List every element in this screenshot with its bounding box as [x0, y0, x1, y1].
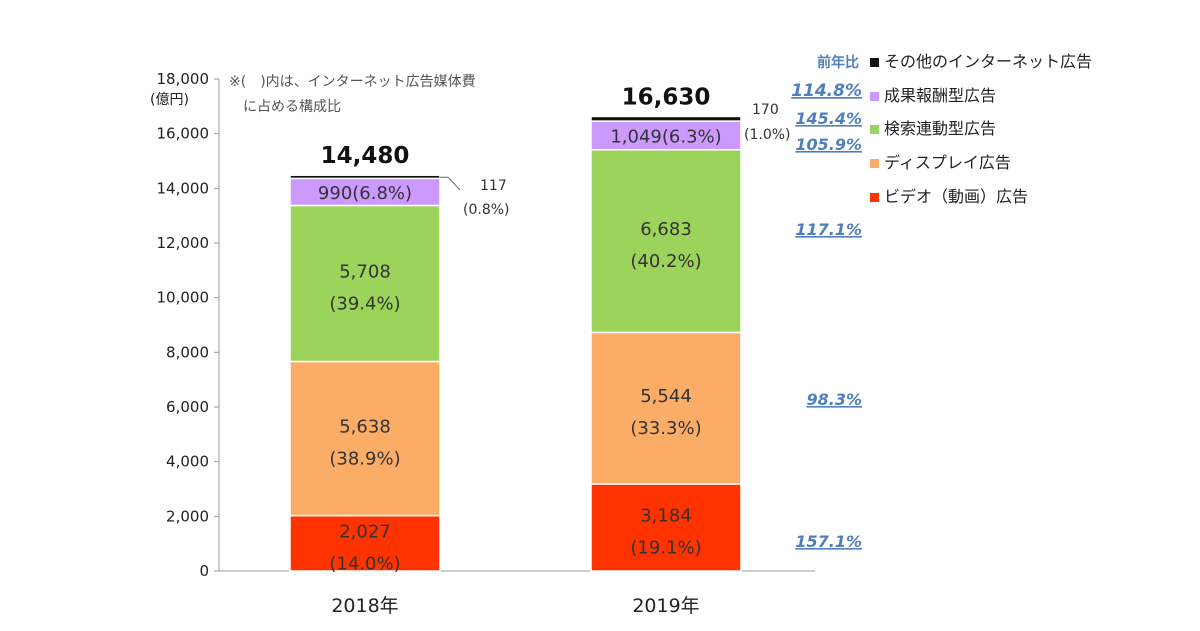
- other-value-label: 170: [752, 102, 779, 118]
- bar-segment: [289, 204, 441, 363]
- bar-value-label: 5,638: [339, 417, 391, 438]
- bar-share-label: (33.3%): [630, 418, 701, 439]
- bar-value-label: 5,544: [640, 386, 692, 407]
- legend-label: その他のインターネット広告: [884, 52, 1092, 71]
- yoy-label: 114.8%: [791, 81, 862, 101]
- x-category-label: 2018年: [331, 595, 398, 617]
- yoy-label: 117.1%: [795, 220, 862, 239]
- y-tick-label: 2,000: [166, 507, 209, 525]
- bar-segment: [289, 514, 441, 572]
- bar-total-label: 16,630: [622, 84, 711, 110]
- bar-value-label: 1,049(6.3%): [610, 126, 721, 147]
- bar-segment: [590, 115, 742, 122]
- bar-total-label: 14,480: [321, 143, 410, 169]
- y-tick-label: 12,000: [157, 234, 210, 252]
- bar-share-label: (19.1%): [630, 537, 701, 558]
- other-share-label: (0.8%): [463, 202, 510, 218]
- bar-segment: [289, 174, 441, 180]
- y-tick-label: 14,000: [157, 179, 210, 197]
- y-tick-label: 16,000: [157, 125, 210, 143]
- y-tick-label: 10,000: [157, 289, 210, 307]
- legend-swatch: [870, 58, 879, 67]
- bar-value-label: 990(6.8%): [318, 183, 412, 204]
- bar-segment: [590, 149, 742, 334]
- legend-label: 検索連動型広告: [884, 119, 996, 138]
- yoy-label: 98.3%: [806, 390, 862, 409]
- yoy-label: 145.4%: [795, 109, 862, 128]
- x-category-label: 2019年: [632, 595, 699, 617]
- bar-value-label: 5,708: [339, 261, 391, 282]
- bar-share-label: (14.0%): [329, 553, 400, 574]
- y-tick-label: 8,000: [166, 343, 209, 361]
- bar-share-label: (39.4%): [329, 293, 400, 314]
- legend-label: ディスプレイ広告: [884, 153, 1011, 172]
- legend-label: ビデオ（動画）広告: [884, 187, 1028, 206]
- y-tick-label: 18,000: [157, 70, 210, 88]
- legend-swatch: [870, 159, 879, 168]
- yoy-label: 105.9%: [795, 135, 862, 154]
- legend-swatch: [870, 193, 879, 202]
- bar-value-label: 3,184: [640, 505, 692, 526]
- other-value-label: 117: [480, 178, 507, 194]
- yoy-title: 前年比: [817, 54, 859, 71]
- bar-value-label: 2,027: [339, 521, 391, 542]
- bar-segment: [590, 331, 742, 485]
- other-share-label: (1.0%): [744, 127, 791, 143]
- y-tick-label: 0: [199, 562, 209, 580]
- bar-segment: [289, 360, 441, 517]
- yoy-label: 157.1%: [795, 532, 862, 551]
- bar-share-label: (40.2%): [630, 251, 701, 272]
- y-tick-label: 4,000: [166, 453, 209, 471]
- legend-swatch: [870, 92, 879, 101]
- chart-note-line2: に占める構成比: [243, 99, 341, 115]
- callout-leader: [440, 176, 461, 191]
- legend-label: 成果報酬型広告: [884, 86, 996, 105]
- bar-share-label: (38.9%): [329, 449, 400, 470]
- bar-value-label: 6,683: [640, 219, 692, 240]
- chart-note-line1: ※( )内は、インターネット広告媒体費: [229, 74, 476, 90]
- y-tick-label: 6,000: [166, 398, 209, 416]
- y-axis-unit: (億円): [150, 92, 189, 108]
- legend-swatch: [870, 125, 879, 134]
